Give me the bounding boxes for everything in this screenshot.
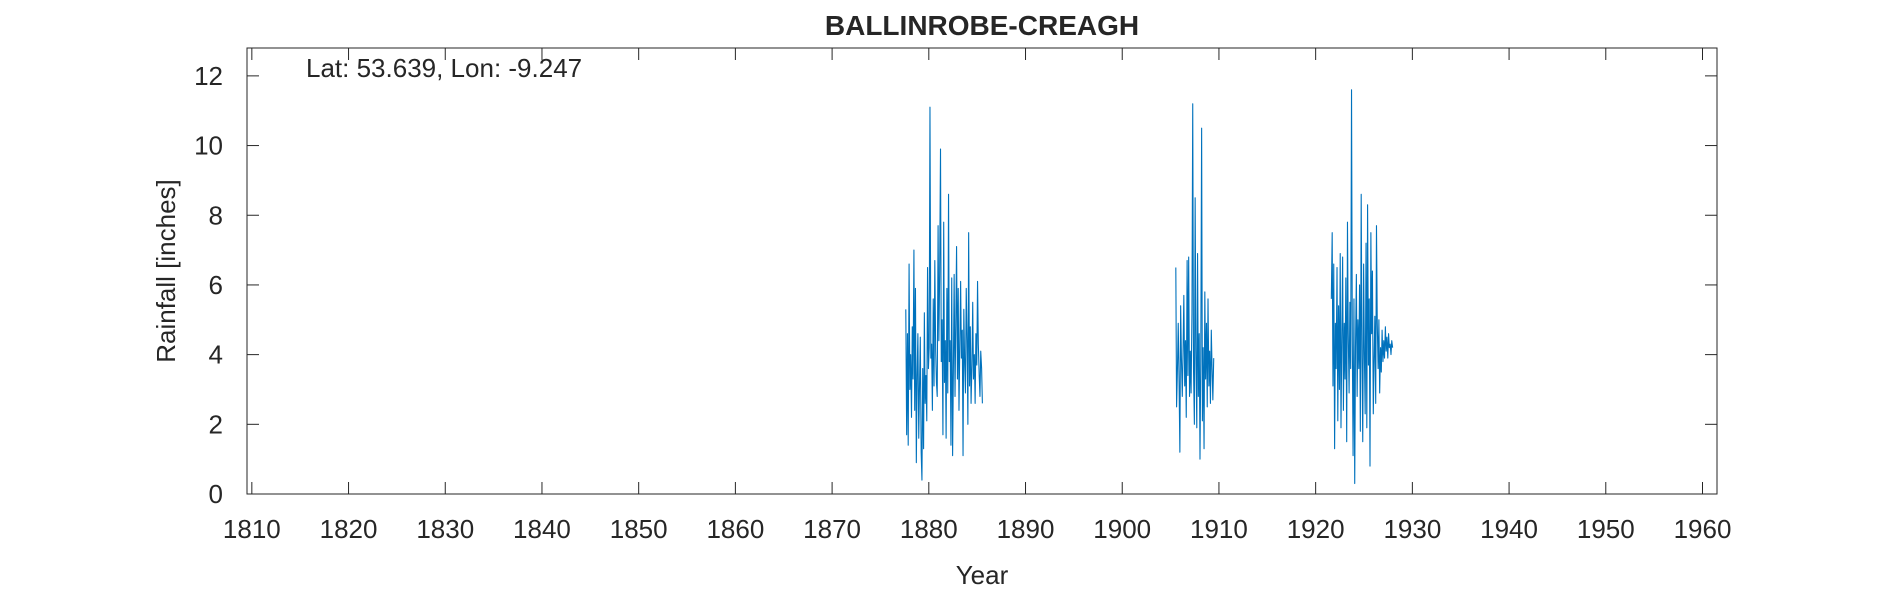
y-tick-labels: 0 2 4 6 8 10 12 (194, 61, 223, 509)
x-tick-label: 1950 (1577, 514, 1635, 544)
x-tick-label: 1850 (610, 514, 668, 544)
axis-ticks (247, 48, 1717, 495)
y-tick-label: 10 (194, 131, 223, 161)
rainfall-series-line-1 (905, 106, 983, 481)
x-tick-label: 1890 (997, 514, 1055, 544)
rainfall-series-line-3 (1330, 89, 1394, 485)
x-tick-label: 1900 (1093, 514, 1151, 544)
y-tick-label: 8 (209, 200, 223, 230)
rainfall-series-line-2 (1175, 103, 1215, 460)
plot-area (246, 47, 1718, 495)
x-tick-label: 1920 (1287, 514, 1345, 544)
chart-title: BALLINROBE-CREAGH (825, 10, 1139, 41)
y-tick-label: 0 (209, 479, 223, 509)
y-tick-label: 12 (194, 61, 223, 91)
y-tick-label: 4 (209, 340, 223, 370)
x-tick-label: 1910 (1190, 514, 1248, 544)
x-tick-label: 1930 (1383, 514, 1441, 544)
x-axis-label: Year (956, 560, 1009, 590)
x-tick-labels: 1810 1820 1830 1840 1850 1860 1870 1880 1890 1900… (223, 514, 1732, 544)
y-tick-label: 2 (209, 409, 223, 439)
x-tick-label: 1940 (1480, 514, 1538, 544)
y-axis-label: Rainfall [inches] (151, 179, 181, 363)
y-tick-label: 6 (209, 270, 223, 300)
x-tick-label: 1960 (1674, 514, 1732, 544)
x-tick-label: 1860 (706, 514, 764, 544)
x-tick-label: 1880 (900, 514, 958, 544)
x-tick-label: 1870 (803, 514, 861, 544)
x-tick-label: 1810 (223, 514, 281, 544)
x-tick-label: 1830 (416, 514, 474, 544)
x-tick-label: 1820 (320, 514, 378, 544)
x-tick-label: 1840 (513, 514, 571, 544)
series-lines (905, 89, 1394, 485)
coordinate-annotation: Lat: 53.639, Lon: -9.247 (306, 53, 582, 83)
